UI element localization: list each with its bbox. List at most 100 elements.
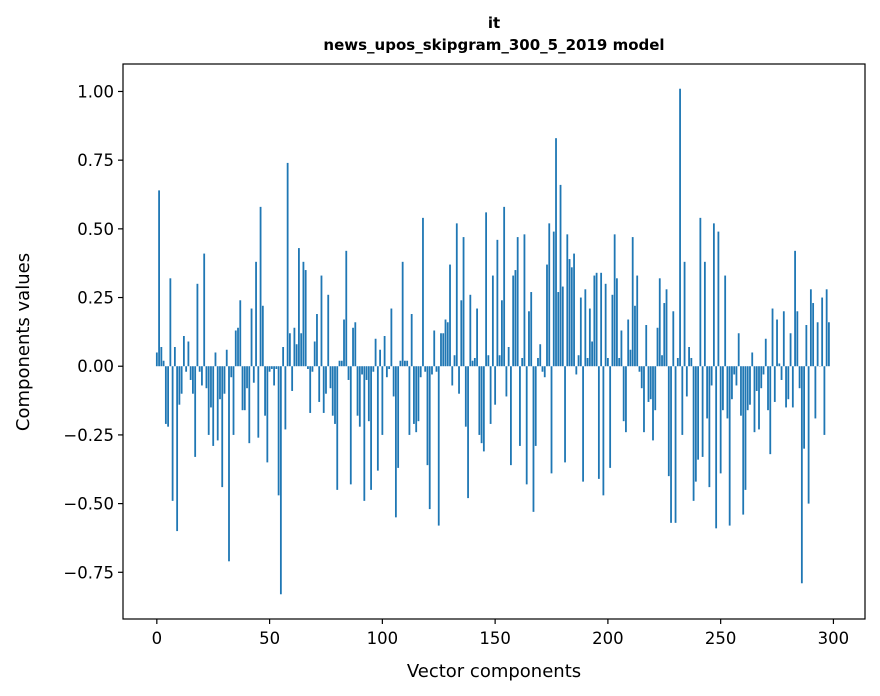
bar [264,366,266,416]
bar [638,366,641,372]
bar [239,300,242,367]
bar [798,366,801,389]
bar [636,275,639,367]
bar [557,292,560,367]
y-axis-label: Components values [13,253,34,431]
bar [345,250,348,367]
bar [618,357,621,367]
bar [735,366,738,386]
bar [487,355,490,367]
bar [176,366,179,532]
bar [180,366,183,394]
bar [241,366,244,411]
bar [277,366,280,496]
bar [329,366,332,389]
bar [259,206,262,367]
bar [534,366,537,446]
bar [167,366,169,427]
bar [611,294,614,367]
bar [320,275,323,367]
bar [356,366,359,416]
bar [155,352,158,367]
bar [755,366,758,391]
bar [690,357,693,367]
bar [316,314,318,367]
bar [437,366,440,526]
bar [679,88,681,367]
bar [228,366,230,562]
bar [243,366,246,411]
bar [791,366,794,408]
bar [343,319,345,367]
bar [510,366,512,466]
y-tick-label: 0.50 [77,220,114,239]
bar [780,366,783,380]
bar [309,366,312,413]
bar [708,366,711,488]
bar [237,327,239,367]
bar [435,366,438,372]
bar [451,366,454,386]
bar [503,206,506,367]
bar [338,360,341,367]
bar [286,162,289,367]
y-tick-label: 1.00 [77,82,114,101]
bar [494,366,497,405]
bar [758,366,760,430]
bar [564,366,566,463]
bar [814,366,817,419]
bar [446,322,449,367]
bar [606,357,609,367]
bar [383,336,386,367]
bar [442,333,445,367]
bar [816,322,819,367]
bar [234,330,237,367]
y-tick-label: 0.00 [77,357,114,376]
bar [803,366,805,449]
bar [593,275,596,367]
bar [367,366,370,422]
bar [230,366,233,378]
bar [304,270,307,367]
bar [746,366,749,411]
bar [284,366,287,430]
bar [352,327,354,367]
bar [171,366,174,501]
bar [697,366,699,460]
bar [573,253,575,367]
bar [602,366,605,496]
bar [764,338,767,367]
bar [627,319,630,367]
bar [201,366,203,386]
bar [550,366,553,474]
bar [809,289,812,367]
bar [728,366,731,526]
bar [706,366,709,419]
bar [616,278,618,367]
bar [597,366,600,479]
bar [609,366,612,468]
bar [417,366,420,422]
bar [347,366,350,380]
bar [496,239,499,367]
bar [268,366,271,372]
bar [223,366,226,394]
bar [543,366,546,378]
bar [340,360,343,367]
bar [778,363,781,367]
x-axis-label: Vector components [407,661,581,682]
bar [431,366,433,375]
bar [676,357,679,367]
bar [805,325,808,367]
bar [620,330,623,367]
bar [203,253,206,367]
bar [349,366,352,485]
bar [498,355,501,367]
bar [688,347,690,367]
bar [455,223,458,367]
y-axis: −0.75 −0.50 −0.25 0.00 0.25 0.50 0.75 1.00 [63,82,123,582]
bar [410,314,413,367]
bar [394,366,397,518]
bar [408,366,411,435]
bar [649,366,652,400]
